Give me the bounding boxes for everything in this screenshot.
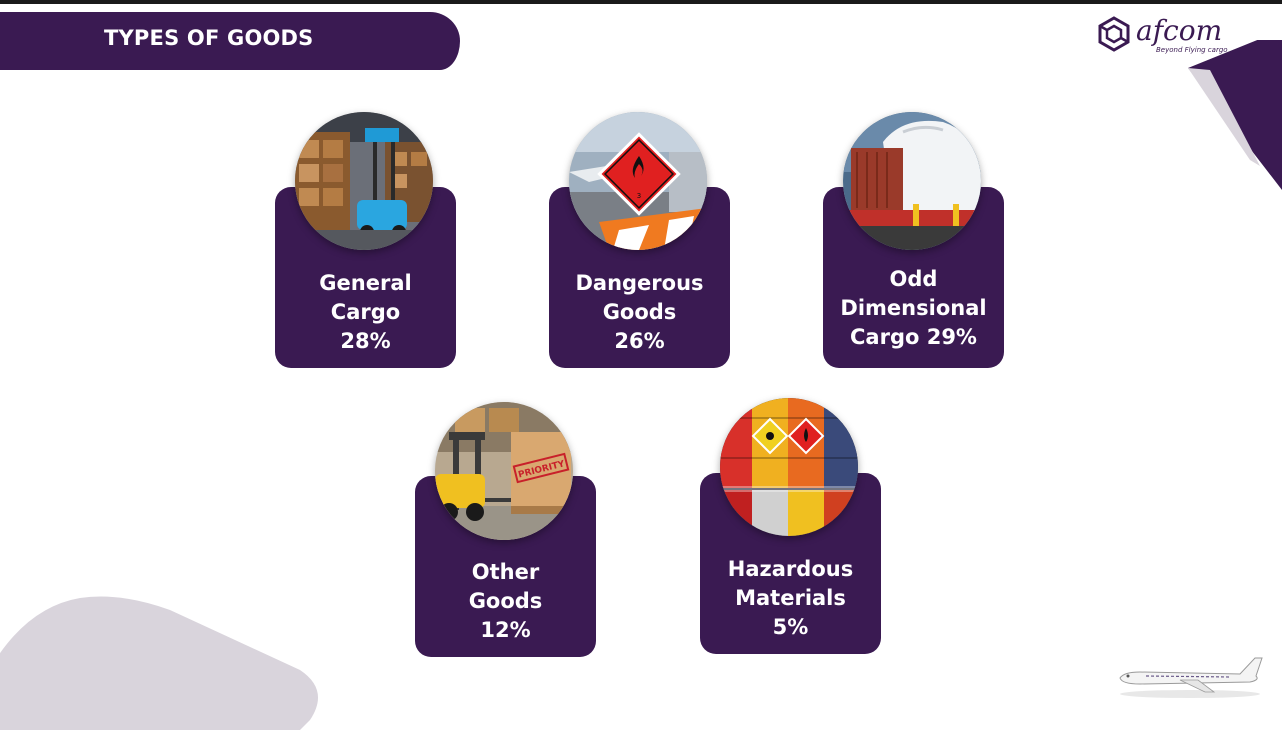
afcom-logo-icon (1098, 16, 1130, 52)
card-label: Dangerous Goods 26% (575, 271, 704, 353)
priority-box-forklift-photo: PRIORITY (435, 402, 573, 540)
card-label: Odd Dimensional Cargo 29% (840, 267, 987, 349)
title-banner: TYPES OF GOODS (0, 12, 460, 70)
brand-logo: afcom Beyond Flying cargo (1096, 14, 1236, 60)
page-title: TYPES OF GOODS (104, 26, 314, 50)
corner-decoration (1188, 40, 1282, 190)
card-label: Hazardous Materials 5% (727, 557, 854, 639)
chemical-drums-photo (720, 398, 858, 536)
logo-wordmark: afcom (1136, 14, 1223, 47)
svg-text:3: 3 (637, 192, 641, 200)
warehouse-forklift-photo (295, 112, 433, 250)
bottom-left-decoration (0, 596, 318, 730)
logo-tagline: Beyond Flying cargo (1156, 46, 1228, 54)
hazard-sign-photo: 3 (569, 112, 707, 250)
card-label: Other Goods 12% (468, 560, 543, 642)
top-border (0, 0, 1282, 4)
oversized-cargo-photo (843, 112, 981, 250)
airplane-icon (1119, 657, 1263, 698)
card-label: General Cargo 28% (319, 271, 412, 353)
